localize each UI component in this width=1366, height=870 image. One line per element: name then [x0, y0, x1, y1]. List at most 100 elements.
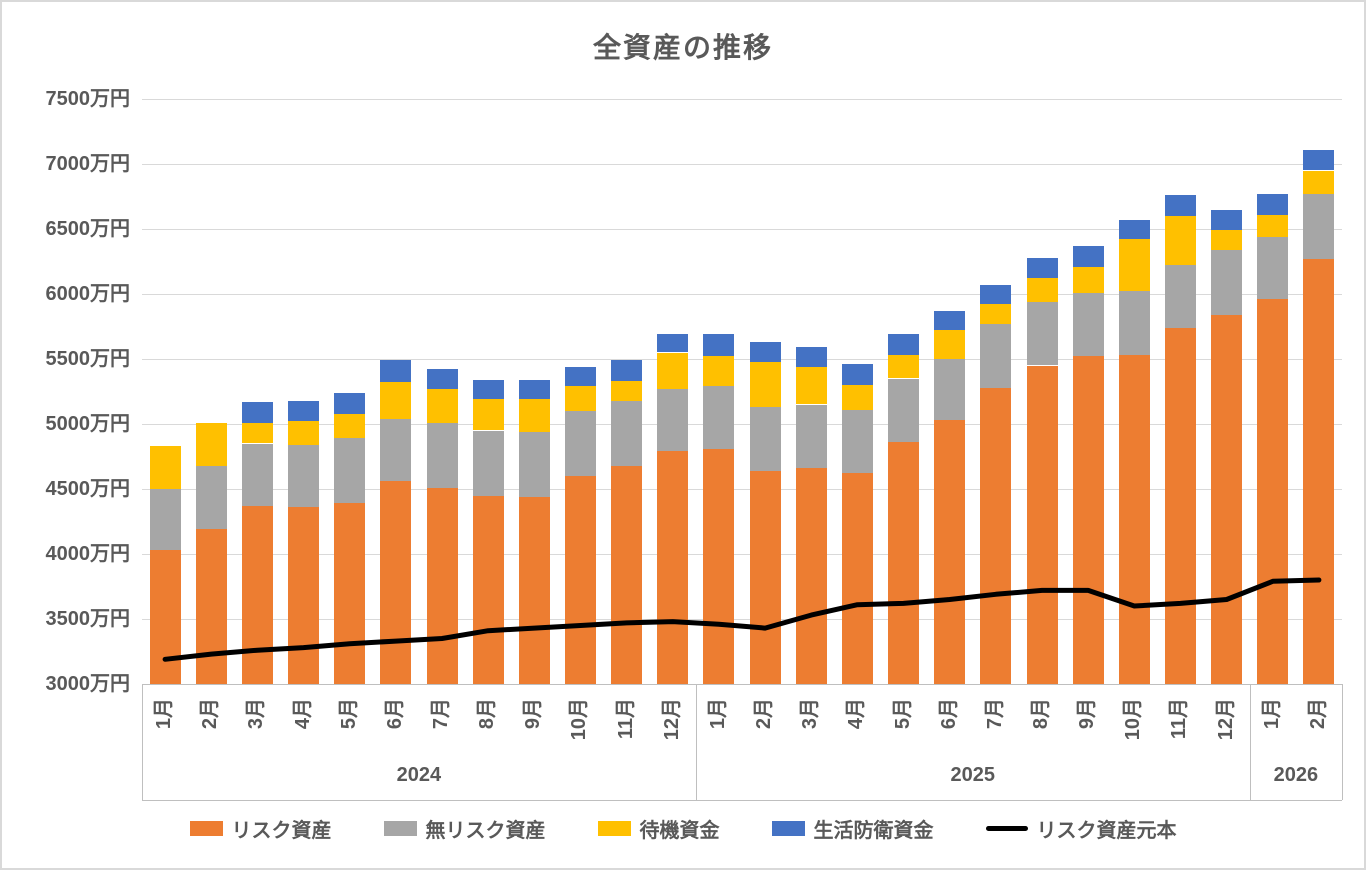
bar-segment-risk-assets: [1026, 365, 1058, 684]
bar-segment-risk-assets: [795, 468, 827, 684]
bar-segment-risk-assets: [1164, 327, 1196, 684]
bar-segment-emergency-funds: [564, 366, 596, 387]
bar-2026-1月: [1257, 99, 1289, 684]
bar-segment-emergency-funds: [841, 364, 873, 385]
x-axis-month-label: 8月: [1030, 698, 1052, 730]
bar-segment-riskfree-assets: [934, 359, 966, 421]
bar-segment-risk-assets: [1257, 299, 1289, 684]
x-axis-month-label: 9月: [1076, 698, 1099, 730]
bar-segment-waiting-funds: [980, 304, 1012, 324]
bar-segment-riskfree-assets: [657, 388, 689, 452]
bar-segment-riskfree-assets: [426, 422, 458, 488]
bar-2026-2月: [1303, 99, 1335, 684]
bar-segment-risk-assets: [1118, 355, 1150, 684]
bar-segment-waiting-funds: [934, 330, 966, 359]
bar-segment-risk-assets: [841, 473, 873, 684]
legend-label: リスク資産: [231, 820, 332, 842]
bar-2024-10月: [564, 99, 596, 684]
gridline: [142, 229, 1342, 230]
bar-2024-11月: [611, 99, 643, 684]
emergency-funds-swatch-icon: [771, 821, 805, 836]
gridline: [142, 359, 1342, 360]
gridline: [142, 164, 1342, 165]
bar-segment-riskfree-assets: [980, 323, 1012, 388]
legend-label: 無リスク資産: [425, 820, 546, 842]
bar-segment-waiting-funds: [426, 388, 458, 423]
bar-segment-risk-assets: [703, 448, 735, 684]
bar-segment-riskfree-assets: [472, 430, 504, 496]
bar-segment-emergency-funds: [1026, 257, 1058, 279]
bar-segment-riskfree-assets: [195, 465, 227, 530]
bar-segment-riskfree-assets: [241, 443, 273, 506]
x-axis-month-label: 1月: [1260, 698, 1283, 730]
y-axis-tick-label: 7500万円: [45, 88, 131, 110]
gridline: [142, 489, 1342, 490]
axis-group-divider: [695, 684, 697, 800]
legend-item-risk-principal: リスク資産元本: [985, 814, 1177, 843]
bar-segment-waiting-funds: [611, 381, 643, 401]
x-axis-month-label: 2月: [199, 698, 222, 730]
x-axis-month-label: 11月: [1168, 698, 1191, 740]
bar-segment-risk-assets: [195, 529, 227, 684]
bar-2025-10月: [1118, 99, 1150, 684]
bar-segment-riskfree-assets: [1026, 301, 1058, 366]
legend-item-emergency-funds: 生活防衛資金: [771, 814, 934, 843]
x-axis-month-label: 1月: [706, 698, 729, 730]
x-axis-month-label: 7月: [430, 698, 452, 730]
x-axis-month-label: 4月: [291, 698, 314, 730]
bar-segment-emergency-funds: [611, 360, 643, 382]
x-axis-month-label: 4月: [845, 698, 868, 730]
gridline: [142, 294, 1342, 295]
x-axis-year-label: 2025: [950, 764, 996, 786]
bar-segment-riskfree-assets: [1303, 193, 1335, 259]
bar-segment-waiting-funds: [334, 413, 366, 439]
bar-segment-risk-assets: [518, 496, 550, 684]
bar-segment-waiting-funds: [195, 422, 227, 466]
risk-principal-line: [162, 577, 1322, 662]
y-axis-tick-label: 5000万円: [45, 413, 131, 435]
gridline: [142, 554, 1342, 555]
gridline: [142, 619, 1342, 620]
bar-segment-waiting-funds: [288, 421, 320, 445]
x-axis-month-label: 12月: [660, 698, 683, 741]
chart-legend: リスク資産 無リスク資産 待機資金 生活防衛資金 リスク資産元本: [2, 814, 1364, 843]
axis-group-divider: [142, 684, 143, 800]
x-axis-month-label: 2月: [753, 698, 776, 730]
x-axis-month-label: 7月: [983, 698, 1006, 730]
bar-segment-waiting-funds: [1211, 230, 1243, 250]
bar-segment-riskfree-assets: [1164, 265, 1196, 328]
bar-segment-riskfree-assets: [1257, 236, 1289, 300]
bar-2024-4月: [288, 99, 320, 684]
x-axis-month-label: 3月: [245, 698, 268, 730]
bar-segment-risk-assets: [980, 387, 1012, 684]
bar-segment-riskfree-assets: [564, 411, 596, 476]
bar-2025-9月: [1072, 99, 1104, 684]
bar-segment-riskfree-assets: [1118, 291, 1150, 356]
bar-segment-riskfree-assets: [611, 400, 643, 466]
bar-segment-risk-assets: [241, 505, 273, 684]
bar-segment-riskfree-assets: [749, 407, 781, 471]
bar-segment-waiting-funds: [1164, 216, 1196, 266]
bar-segment-waiting-funds: [241, 422, 273, 444]
bar-segment-waiting-funds: [703, 356, 735, 387]
bar-segment-waiting-funds: [1118, 239, 1150, 292]
x-axis-year-label: 2024: [396, 764, 442, 786]
legend-label: 待機資金: [639, 820, 720, 842]
bar-segment-emergency-funds: [1303, 149, 1335, 171]
x-axis-month-label: 12月: [1214, 698, 1237, 741]
x-axis-month-label: 10月: [568, 698, 591, 741]
bar-segment-waiting-funds: [795, 366, 827, 405]
bar-segment-risk-assets: [288, 507, 320, 684]
bar-segment-riskfree-assets: [380, 418, 412, 482]
bar-segment-emergency-funds: [749, 342, 781, 362]
x-axis-month-label: 5月: [337, 698, 360, 730]
legend-label: 生活防衛資金: [813, 820, 934, 842]
x-axis-month-label: 6月: [937, 698, 960, 730]
bar-2024-7月: [426, 99, 458, 684]
bar-2025-2月: [749, 99, 781, 684]
bar-2024-2月: [195, 99, 227, 684]
bar-segment-waiting-funds: [149, 446, 181, 489]
bar-segment-riskfree-assets: [518, 431, 550, 497]
bar-segment-riskfree-assets: [795, 404, 827, 469]
